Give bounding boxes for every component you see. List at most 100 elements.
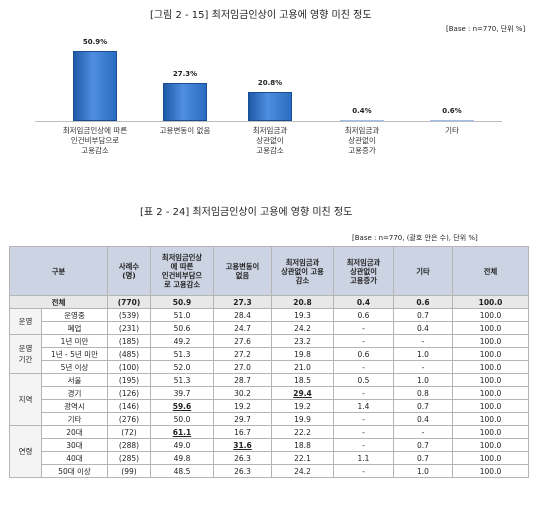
cell-text: - [362, 388, 365, 398]
cell-text: 100.0 [479, 414, 502, 424]
row-value: 100.0 [452, 438, 529, 452]
col-header-total: 전체 [452, 246, 529, 296]
row-value: 22.2 [271, 425, 334, 439]
row-count: (485) [107, 347, 151, 361]
cell-text: 0.7 [417, 310, 429, 320]
chart-data-label: 50.9% [82, 38, 108, 46]
row-count: (185) [107, 334, 151, 348]
cell-text: 100.0 [479, 453, 502, 463]
row-value: 0.4 [393, 321, 453, 335]
row-count: (231) [107, 321, 151, 335]
cell-text: 59.6 [172, 401, 192, 411]
row-value: 27.3 [213, 295, 272, 309]
table-total-row: 전체 (770) 50.9 27.3 20.8 0.4 0.6 100.0 [9, 295, 529, 309]
row-sub-label: 1년 - 5년 미만 [41, 347, 108, 361]
cell-text: 24.2 [294, 466, 311, 476]
cell-text: 0.4 [417, 323, 429, 333]
table-row: 폐업 (231) 50.6 24.7 24.2 - 0.4 100.0 [10, 321, 529, 335]
row-value: 100.0 [452, 386, 529, 400]
cell-text: 26.3 [234, 453, 251, 463]
cell-text: 27.2 [234, 349, 251, 359]
chart-category-label: 기타 [445, 126, 459, 135]
cell-text: 39.7 [173, 388, 191, 398]
cell-text: 51.3 [173, 375, 191, 385]
cell-text: 0.6 [357, 349, 370, 359]
chart-data-label: 20.8% [257, 79, 283, 88]
table-row: 50대 이상 (99) 48.5 26.3 24.2 - 1.0 100.0 [10, 464, 529, 478]
row-value: - [333, 412, 394, 426]
table-row: 기타 (276) 50.0 29.7 19.9 - 0.4 100.0 [10, 412, 529, 426]
cell-text: 26.3 [234, 466, 251, 476]
row-value: 100.0 [452, 464, 529, 478]
row-count: (276) [107, 412, 151, 426]
chart-bar [340, 120, 384, 121]
row-sub-label: 1년 미만 [41, 334, 108, 348]
cell-text: 100.0 [479, 310, 502, 320]
row-count: (99) [107, 464, 151, 478]
row-count: (770) [107, 295, 151, 309]
table-row: 운영 기간 1년 미만 (185) 49.2 27.6 23.2 - - 100.0 [9, 334, 529, 374]
table-row: 40대 (285) 49.8 26.3 22.1 1.1 0.7 100.0 [10, 451, 529, 465]
cell-text: - [362, 414, 365, 424]
row-value: 1.0 [393, 347, 453, 361]
col-header-etc: 기타 [393, 246, 453, 296]
cell-text: 22.2 [294, 427, 311, 437]
cell-text: 0.4 [356, 297, 371, 307]
row-value: - [393, 360, 453, 374]
row-value: 0.4 [333, 295, 394, 309]
cell-text: 49.8 [173, 453, 191, 463]
cell-text: 31.6 [233, 440, 252, 450]
cell-text: 0.5 [357, 375, 370, 385]
row-value: 18.8 [271, 438, 334, 452]
table-row: 5년 이상 (100) 52.0 27.0 21.0 - - 100.0 [10, 360, 529, 374]
row-count: (146) [107, 399, 151, 413]
table-title: [표 2 - 24] 최저임금인상이 고용에 영향 미친 정도 [140, 207, 353, 218]
cell-text: 52.0 [173, 362, 191, 372]
row-value: 28.7 [213, 373, 272, 387]
cell-text: 0.6 [416, 297, 430, 307]
cell-text: 100.0 [479, 323, 502, 333]
cell-text: 0.6 [357, 310, 370, 320]
cell-text: 1.0 [417, 349, 429, 359]
cell-text: 50.0 [173, 414, 191, 424]
cell-text: 48.5 [173, 466, 191, 476]
row-value: 18.5 [271, 373, 334, 387]
cell-text: 51.3 [173, 349, 191, 359]
row-value: 0.7 [393, 451, 453, 465]
cell-text: 100.0 [479, 401, 502, 411]
row-value: 100.0 [452, 373, 529, 387]
chart-baseline [35, 121, 502, 122]
row-value: 100.0 [452, 334, 529, 348]
row-value: 24.2 [271, 464, 334, 478]
row-value: 1.1 [333, 451, 394, 465]
row-value: - [333, 360, 394, 374]
cell-text: 23.2 [294, 336, 311, 346]
row-value: 0.6 [333, 347, 394, 361]
row-sub-label: 40대 [41, 451, 108, 465]
row-value: 21.0 [271, 360, 334, 374]
cell-text: 28.7 [234, 375, 251, 385]
row-value: - [333, 321, 394, 335]
row-value: 100.0 [452, 321, 529, 335]
table-row: 연령 20대 (72) 61.1 16.7 22.2 - - 100.0 [9, 425, 529, 478]
chart-data-label: 0.4% [352, 107, 372, 115]
row-count: (195) [107, 373, 151, 387]
cell-text: 27.3 [233, 297, 252, 307]
chart-bar [248, 92, 292, 121]
row-value: 0.4 [393, 412, 453, 426]
col-header-increase-other: 최저임금과 상관없이 고용증가 [333, 246, 394, 296]
row-value: 20.8 [271, 295, 334, 309]
row-value: - [333, 425, 394, 439]
chart-category-label: 최저임금과 상관없이 고용감소 [252, 126, 288, 155]
row-value: 1.0 [393, 464, 453, 478]
row-value: 30.2 [213, 386, 272, 400]
cell-text: 27.6 [234, 336, 251, 346]
row-sub-label: 20대 [41, 425, 108, 439]
row-value: 1.0 [393, 373, 453, 387]
chart-category-label: 고용변동이 없음 [159, 126, 211, 135]
row-value: 61.1 [150, 425, 214, 439]
row-value: 100.0 [452, 308, 529, 322]
row-value: 100.0 [452, 399, 529, 413]
cell-text: - [362, 466, 365, 476]
cell-text: 100.0 [479, 336, 502, 346]
